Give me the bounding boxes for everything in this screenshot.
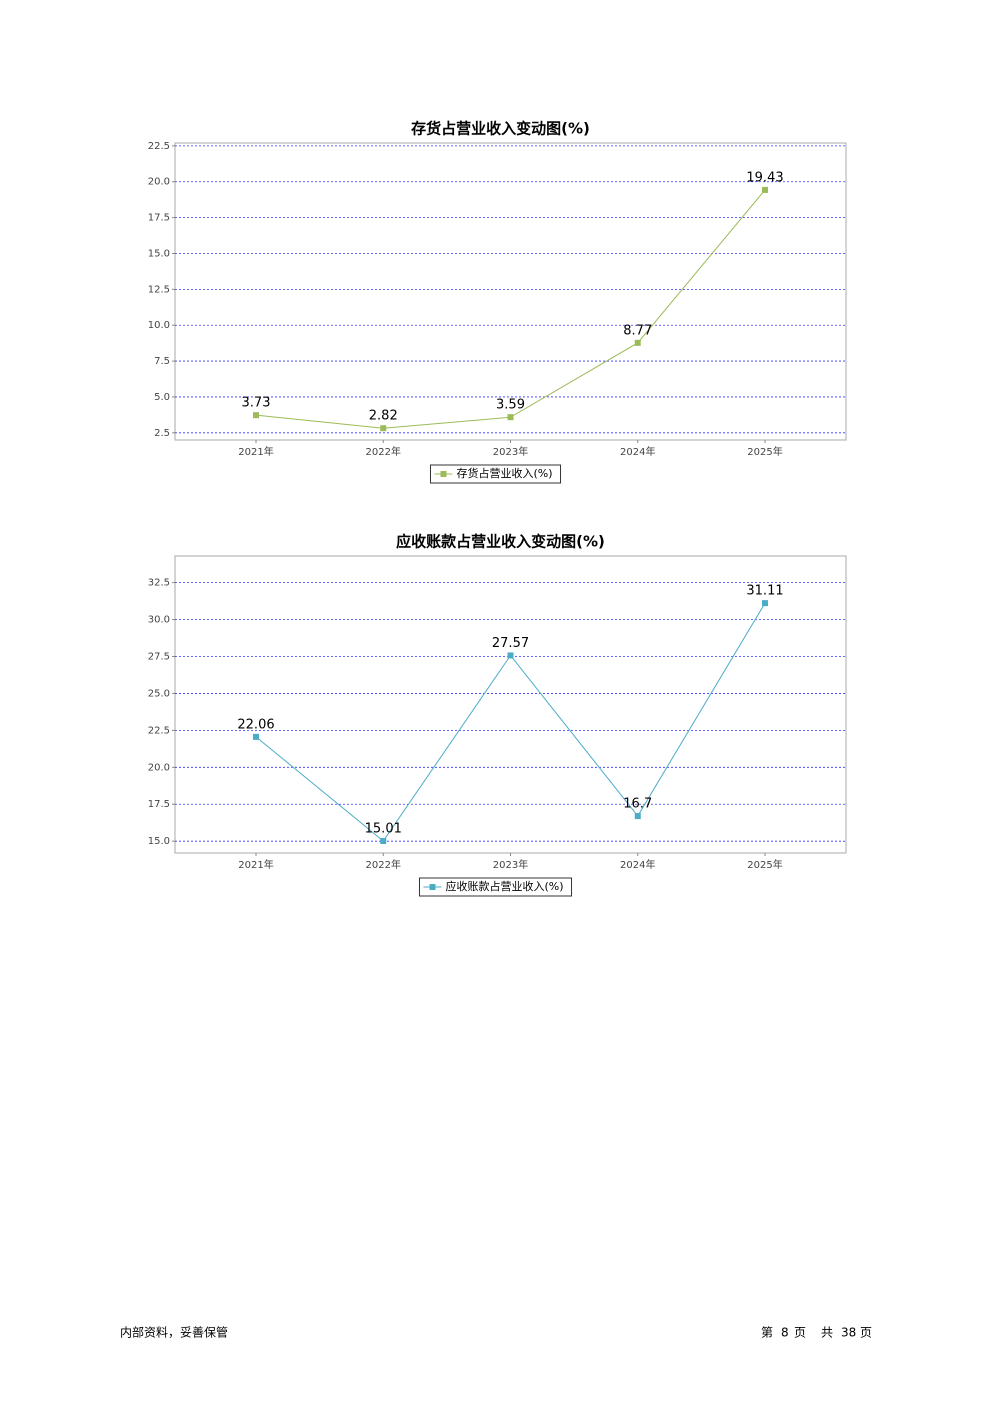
marker xyxy=(634,813,641,820)
x-tick-label: 2025年 xyxy=(747,445,782,458)
legend: 存货占营业收入(%) xyxy=(429,464,562,484)
y-tick-label: 15.0 xyxy=(148,836,170,847)
data-label: 8.77 xyxy=(623,323,652,338)
y-tick-label: 2.5 xyxy=(154,428,170,439)
plot-area xyxy=(174,142,847,441)
y-tick-label: 10.0 xyxy=(148,320,170,331)
marker xyxy=(762,600,768,607)
footer-right: 第 8 页共 38 页 xyxy=(761,1326,872,1340)
chart-title: 存货占营业收入变动图(%) xyxy=(411,120,590,138)
data-label: 19.43 xyxy=(746,170,783,185)
legend-marker xyxy=(440,471,447,477)
marker xyxy=(634,339,641,346)
x-tick-label: 2025年 xyxy=(747,858,782,871)
marker xyxy=(253,412,259,419)
data-label: 15.01 xyxy=(365,822,402,837)
x-tick-label: 2023年 xyxy=(493,858,528,871)
marker xyxy=(380,425,387,432)
y-tick-label: 25.0 xyxy=(148,688,170,699)
legend-box xyxy=(418,877,573,897)
legend-box xyxy=(429,464,562,484)
x-tick-label: 2021年 xyxy=(238,445,273,458)
x-tick-label: 2022年 xyxy=(366,858,401,871)
x-tick-label: 2022年 xyxy=(366,445,401,458)
y-tick-label: 12.5 xyxy=(148,284,170,295)
footer-text: 页 xyxy=(794,1326,806,1340)
marker xyxy=(380,838,387,845)
y-tick-label: 22.5 xyxy=(148,141,170,152)
x-tick-label: 2024年 xyxy=(620,858,655,871)
y-tick-label: 20.0 xyxy=(148,177,170,188)
footer-text: 第 xyxy=(761,1326,773,1340)
x-tick-label: 2023年 xyxy=(493,445,528,458)
legend-marker xyxy=(429,884,436,890)
legend-label: 应收账款占营业收入(%) xyxy=(445,879,563,893)
data-label: 16.7 xyxy=(623,797,652,812)
footer-text: 38 xyxy=(841,1326,856,1340)
marker xyxy=(507,414,514,421)
legend: 应收账款占营业收入(%) xyxy=(418,877,573,897)
data-label: 22.06 xyxy=(237,717,274,732)
footer-text: 页 xyxy=(860,1326,872,1340)
y-tick-label: 30.0 xyxy=(148,615,170,626)
data-label: 3.73 xyxy=(242,396,271,411)
marker xyxy=(762,186,768,193)
data-label: 2.82 xyxy=(369,409,398,424)
plot-area xyxy=(174,555,847,854)
legend-label: 存货占营业收入(%) xyxy=(456,466,552,480)
y-tick-label: 20.0 xyxy=(148,762,170,773)
y-tick-label: 7.5 xyxy=(154,356,170,367)
footer-text: 8 xyxy=(781,1326,789,1340)
y-tick-label: 17.5 xyxy=(148,213,170,224)
data-label: 31.11 xyxy=(746,584,783,599)
chart-title: 应收账款占营业收入变动图(%) xyxy=(396,533,605,551)
footer-left: 内部资料，妥善保管 xyxy=(120,1325,228,1340)
y-tick-label: 27.5 xyxy=(148,651,170,662)
marker xyxy=(253,733,259,740)
y-tick-label: 32.5 xyxy=(148,578,170,589)
y-tick-label: 17.5 xyxy=(148,799,170,810)
x-tick-label: 2024年 xyxy=(620,445,655,458)
marker xyxy=(507,652,514,659)
data-label: 27.57 xyxy=(492,636,529,651)
y-tick-label: 22.5 xyxy=(148,725,170,736)
data-label: 3.59 xyxy=(496,398,525,413)
x-tick-label: 2021年 xyxy=(238,858,273,871)
y-tick-label: 5.0 xyxy=(154,392,170,403)
footer-text: 共 xyxy=(821,1326,833,1340)
y-tick-label: 15.0 xyxy=(148,248,170,259)
